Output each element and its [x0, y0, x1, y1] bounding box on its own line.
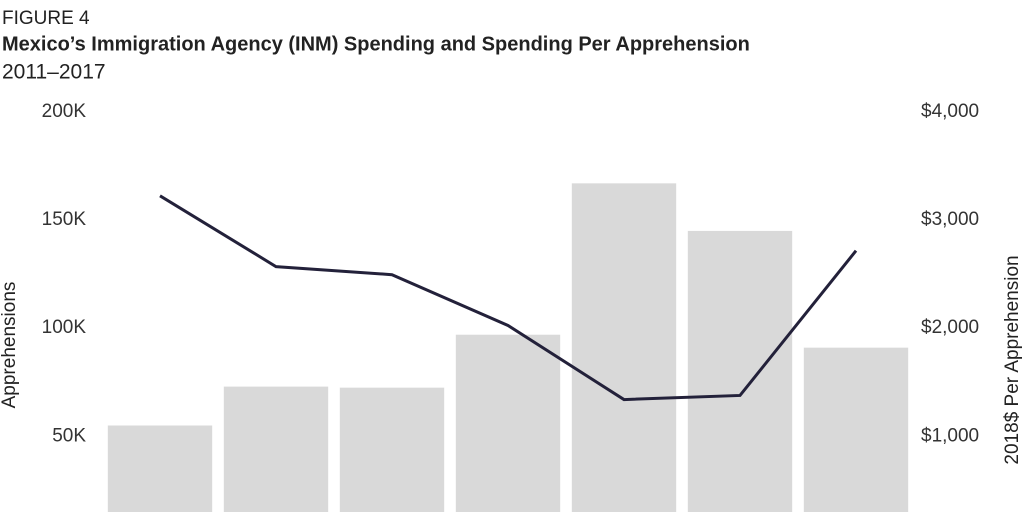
line	[159, 194, 858, 402]
bar	[687, 230, 793, 512]
y-tick-label: 100K	[42, 317, 87, 338]
y2-tick-label: $1,000	[921, 425, 979, 446]
chart-title: Mexico’s Immigration Agency (INM) Spendi…	[2, 33, 750, 55]
bar	[223, 386, 329, 512]
y2-tick-label: $4,000	[921, 101, 979, 122]
y2-axis-title: 2018$ Per Apprehension	[1002, 255, 1023, 464]
y-tick-label: 200K	[42, 101, 87, 122]
bar	[803, 347, 909, 512]
y2-tick-label: $2,000	[921, 317, 979, 338]
bar	[339, 387, 445, 512]
y2-tick-label: $3,000	[921, 209, 979, 230]
y-tick-label: 50K	[52, 425, 86, 446]
y-axis-title: Apprehensions	[0, 282, 20, 409]
bar	[107, 425, 213, 512]
bar	[571, 183, 677, 512]
chart-subtitle: 2011–2017	[2, 61, 106, 84]
y-tick-label: 150K	[42, 209, 87, 230]
figure-label: FIGURE 4	[2, 8, 90, 29]
bar	[455, 334, 561, 512]
